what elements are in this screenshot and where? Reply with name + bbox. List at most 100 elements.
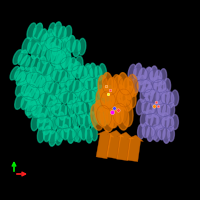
Ellipse shape [79,78,87,95]
Ellipse shape [43,118,51,135]
Ellipse shape [171,90,179,106]
FancyArrow shape [106,130,124,159]
Ellipse shape [128,64,136,81]
Ellipse shape [107,101,119,128]
Ellipse shape [163,78,171,94]
Ellipse shape [74,62,81,78]
Ellipse shape [33,23,42,39]
Ellipse shape [82,86,89,102]
Ellipse shape [65,103,73,119]
Ellipse shape [95,100,107,126]
Ellipse shape [78,111,85,126]
Ellipse shape [94,109,101,124]
Ellipse shape [167,116,174,131]
Ellipse shape [31,71,41,89]
Ellipse shape [44,29,53,45]
Ellipse shape [49,130,56,146]
Ellipse shape [75,127,81,142]
Ellipse shape [57,54,65,72]
Ellipse shape [51,46,61,66]
Ellipse shape [90,112,97,127]
Ellipse shape [48,62,57,79]
Ellipse shape [18,50,27,65]
Ellipse shape [117,104,129,130]
Ellipse shape [37,42,46,59]
Ellipse shape [140,87,148,104]
Ellipse shape [114,76,124,98]
Ellipse shape [149,78,157,94]
Ellipse shape [147,102,154,118]
Ellipse shape [69,58,77,75]
Ellipse shape [99,112,106,127]
Ellipse shape [15,93,24,109]
Ellipse shape [75,56,83,74]
Ellipse shape [99,100,106,115]
Ellipse shape [121,89,132,111]
Ellipse shape [142,98,149,114]
Ellipse shape [159,80,166,96]
Ellipse shape [148,79,156,95]
Ellipse shape [84,64,92,80]
Ellipse shape [138,75,146,92]
FancyArrow shape [127,135,143,162]
Ellipse shape [142,80,150,97]
Ellipse shape [61,48,71,68]
Ellipse shape [45,77,54,94]
Ellipse shape [90,100,97,114]
Ellipse shape [146,110,153,126]
Ellipse shape [64,26,72,41]
Ellipse shape [27,23,36,39]
Ellipse shape [16,72,26,85]
Ellipse shape [25,83,35,101]
Ellipse shape [94,97,101,112]
Ellipse shape [150,66,157,82]
Ellipse shape [151,114,158,130]
Ellipse shape [158,125,165,140]
Ellipse shape [31,43,40,59]
Ellipse shape [27,102,36,118]
Ellipse shape [67,75,75,92]
Ellipse shape [103,109,110,124]
Ellipse shape [121,100,133,127]
Ellipse shape [142,123,149,138]
Ellipse shape [25,99,35,115]
Ellipse shape [154,76,161,92]
Ellipse shape [167,102,175,118]
Ellipse shape [158,115,164,129]
Ellipse shape [73,91,81,106]
Ellipse shape [91,104,103,130]
Ellipse shape [21,79,32,96]
Ellipse shape [49,117,57,134]
Ellipse shape [47,33,56,50]
Ellipse shape [73,80,81,97]
Ellipse shape [80,125,87,140]
Ellipse shape [138,68,146,85]
Ellipse shape [41,44,51,64]
Ellipse shape [152,125,158,140]
Ellipse shape [68,64,76,80]
Ellipse shape [56,50,65,69]
Ellipse shape [37,127,45,143]
Ellipse shape [54,22,62,38]
Ellipse shape [101,106,113,132]
Ellipse shape [44,106,53,122]
Ellipse shape [62,37,70,54]
Ellipse shape [53,65,61,82]
Ellipse shape [58,26,66,42]
Ellipse shape [53,93,61,110]
Ellipse shape [59,70,67,87]
Ellipse shape [111,98,123,124]
Ellipse shape [87,90,94,106]
Ellipse shape [57,112,65,128]
Ellipse shape [68,35,75,52]
Ellipse shape [156,88,164,105]
Ellipse shape [35,75,45,93]
Ellipse shape [96,90,106,112]
Ellipse shape [100,87,111,109]
Ellipse shape [44,126,51,142]
Ellipse shape [84,100,92,115]
Ellipse shape [167,92,174,108]
Ellipse shape [79,102,86,118]
Ellipse shape [21,55,30,70]
Ellipse shape [63,116,71,132]
